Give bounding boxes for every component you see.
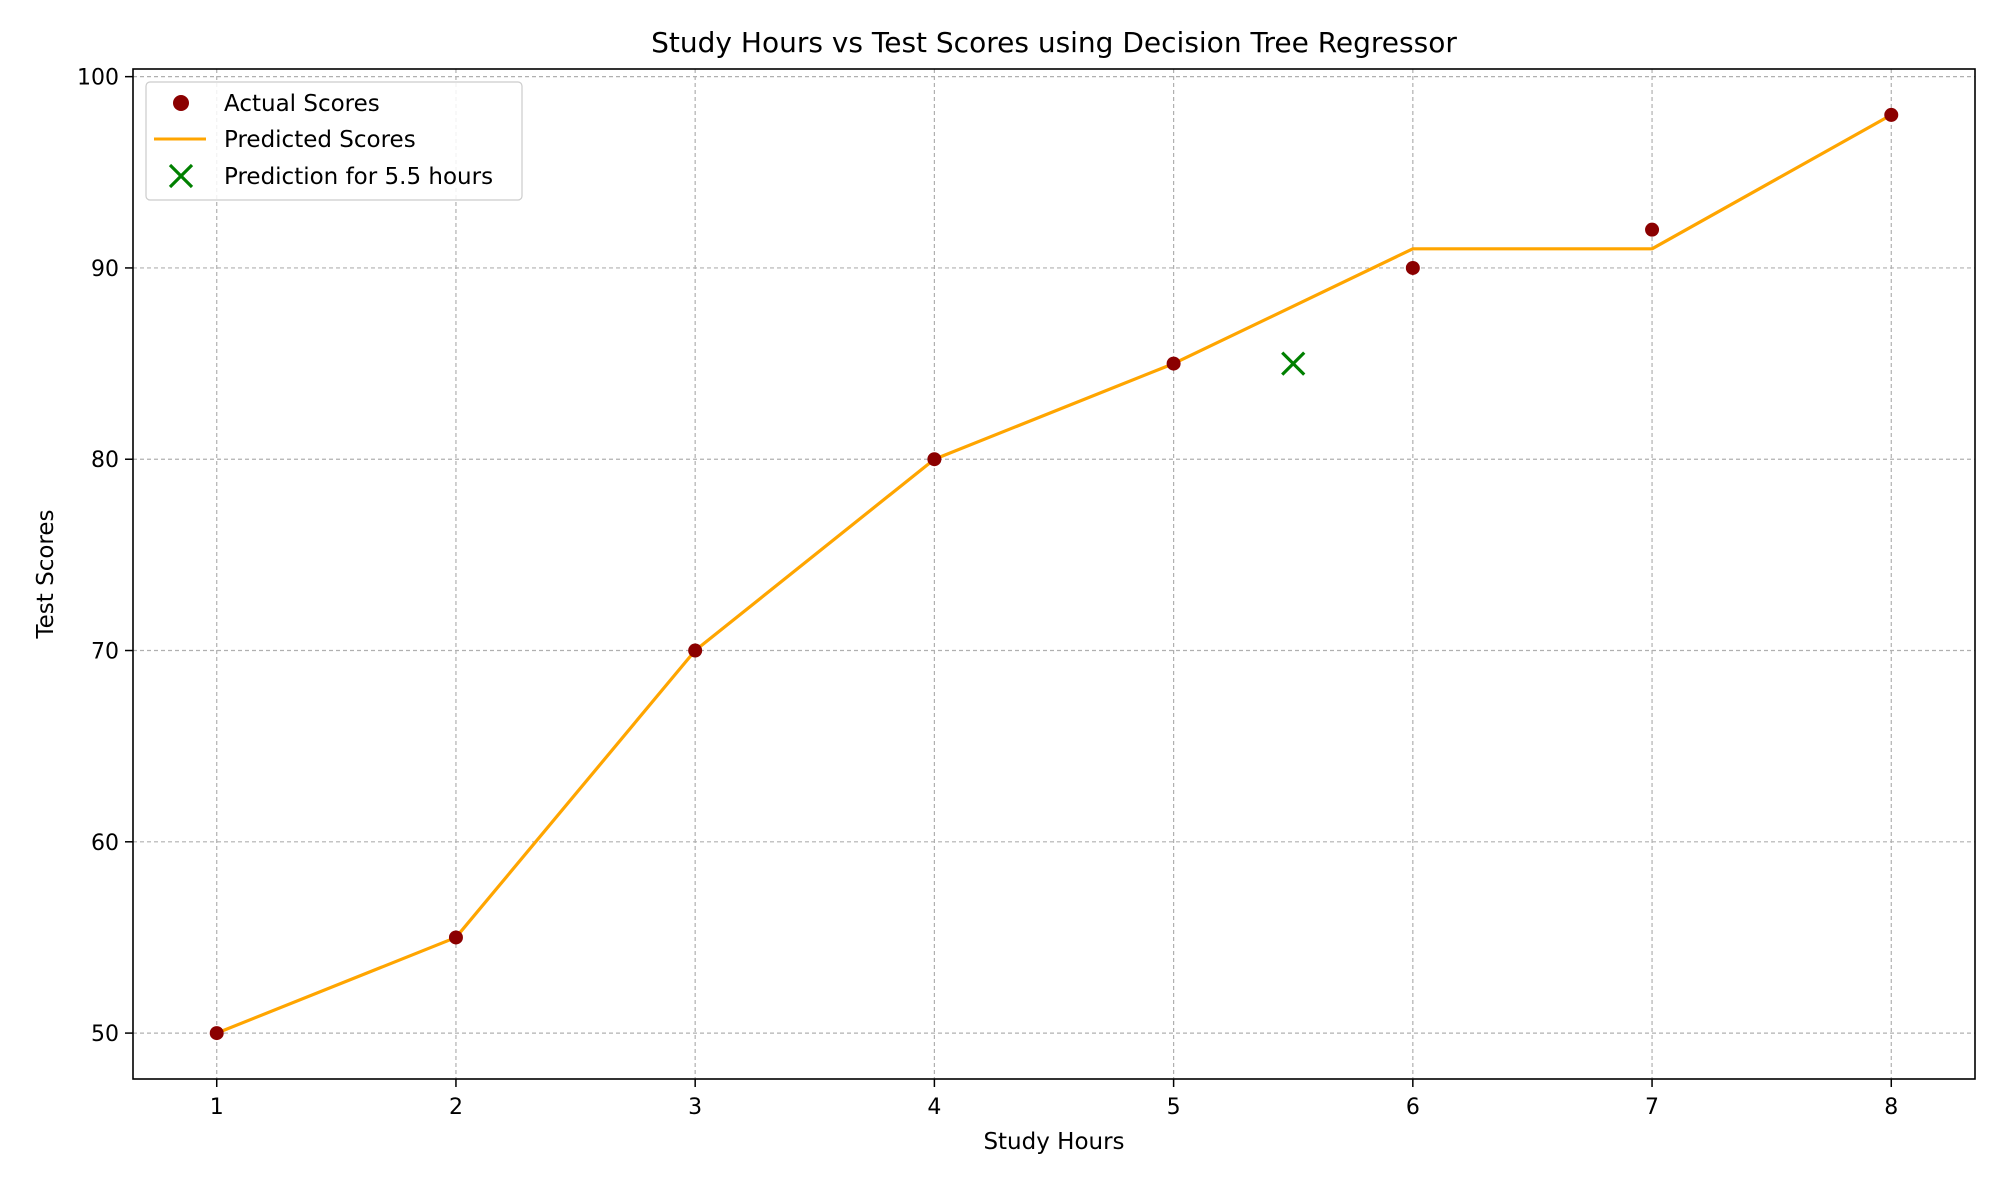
actual-scores-point-4 [927, 452, 942, 467]
legend-label-actual-scores: Actual Scores [224, 91, 380, 117]
y-tick-label-80: 80 [91, 448, 119, 473]
prediction-marker-layer [1281, 351, 1306, 376]
x-tick-label-4: 4 [927, 1095, 941, 1120]
actual-scores-point-8 [1884, 107, 1899, 122]
y-axis-ticks: 50 60 70 80 90 100 [77, 66, 133, 1047]
actual-scores-point-7 [1645, 222, 1660, 237]
plot-frame [132, 68, 1976, 1080]
y-axis-label: Test Scores [33, 509, 59, 639]
x-tick-label-6: 6 [1406, 1095, 1420, 1120]
actual-scores-layer [209, 107, 1899, 1041]
x-tick-label-5: 5 [1167, 1095, 1181, 1120]
actual-scores-point-1 [209, 1026, 224, 1041]
predicted-scores-layer [216, 113, 1893, 1035]
y-tick-label-60: 60 [91, 831, 119, 856]
legend-marker-actual-scores [173, 95, 189, 111]
y-tick-label-70: 70 [91, 640, 119, 665]
x-axis-label: Study Hours [983, 1129, 1124, 1155]
actual-scores-point-5 [1166, 356, 1181, 371]
y-tick-label-50: 50 [91, 1022, 119, 1047]
x-tick-label-2: 2 [449, 1095, 463, 1120]
x-axis-ticks: 1 2 3 4 5 6 7 8 [210, 1079, 1898, 1120]
actual-scores-point-2 [448, 930, 463, 945]
x-tick-label-7: 7 [1645, 1095, 1659, 1120]
legend-box [145, 81, 523, 201]
x-tick-label-1: 1 [210, 1095, 224, 1120]
legend-x-glyph [168, 163, 194, 189]
actual-scores-point-6 [1405, 260, 1420, 275]
actual-scores-point-3 [688, 643, 703, 658]
y-tick-label-90: 90 [91, 257, 119, 282]
legend: Actual Scores Predicted Scores Predictio… [145, 81, 523, 201]
y-tick-label-100: 100 [77, 66, 119, 91]
prediction-for-5-5-hours-marker [1281, 351, 1306, 376]
grid [133, 69, 1975, 1079]
legend-label-predicted-scores: Predicted Scores [224, 127, 416, 153]
x-tick-label-8: 8 [1884, 1095, 1898, 1120]
x-tick-label-3: 3 [688, 1095, 702, 1120]
predicted-scores-line [216, 113, 1893, 1035]
chart-title: Study Hours vs Test Scores using Decisio… [651, 26, 1457, 59]
legend-label-prediction: Prediction for 5.5 hours [224, 164, 493, 190]
legend-marker-prediction [168, 163, 194, 189]
